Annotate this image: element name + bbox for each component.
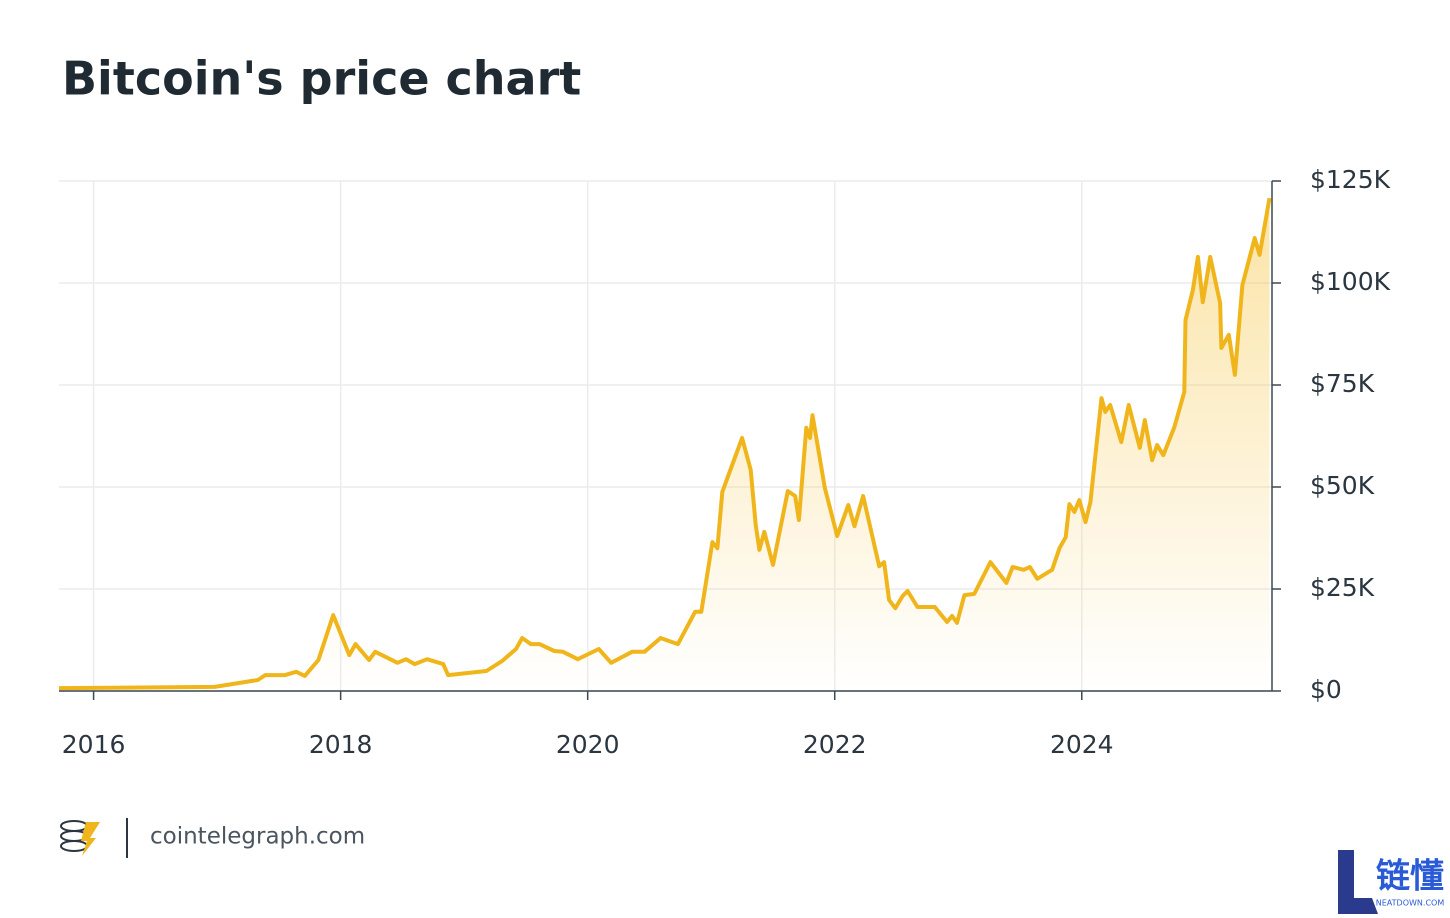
area	[59, 198, 1270, 691]
y-tick-label: $25K	[1310, 573, 1375, 602]
x-tick-label: 2016	[62, 730, 126, 759]
logo	[60, 818, 128, 858]
watermark: 链懂 NEATDOWN.COM	[1338, 850, 1444, 914]
y-tick-label: $100K	[1310, 267, 1391, 296]
y-tick-label: $50K	[1310, 471, 1375, 500]
chart-title: Bitcoin's price chart	[62, 52, 581, 106]
x-tick-label: 2024	[1050, 730, 1114, 759]
x-tick-label: 2020	[556, 730, 620, 759]
y-tick-label: $125K	[1310, 165, 1391, 194]
x-tick-label: 2022	[803, 730, 867, 759]
price-line	[58, 197, 1272, 691]
y-tick-label: $0	[1310, 675, 1342, 704]
x-tick-label: 2018	[309, 730, 373, 759]
y-tick-label: $75K	[1310, 369, 1375, 398]
watermark-subtitle: NEATDOWN.COM	[1376, 899, 1445, 908]
source: cointelegraph.com	[150, 824, 365, 850]
watermark-title: 链懂	[1376, 857, 1444, 897]
